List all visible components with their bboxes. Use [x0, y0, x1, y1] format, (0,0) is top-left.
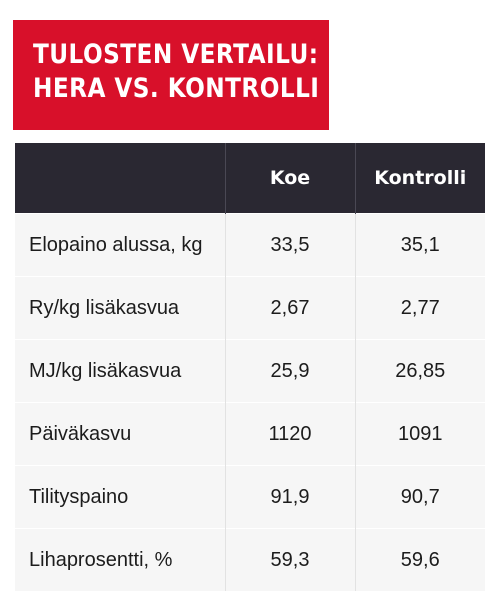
table-row: MJ/kg lisäkasvua 25,9 26,85: [15, 339, 485, 403]
table-row: Lihaprosentti, % 59,3 59,6: [15, 528, 485, 591]
kontrolli-value: 1091: [354, 402, 485, 466]
row-label: MJ/kg lisäkasvua: [15, 339, 225, 403]
koe-value: 33,5: [224, 213, 355, 277]
header-cell-kontrolli: Kontrolli: [354, 143, 485, 214]
table-row: Tilityspaino 91,9 90,7: [15, 465, 485, 529]
kontrolli-value: 35,1: [354, 213, 485, 277]
results-table: Koe Kontrolli Elopaino alussa, kg 33,5 3…: [15, 143, 485, 591]
header-cell-koe: Koe: [224, 143, 355, 214]
row-label: Lihaprosentti, %: [15, 528, 225, 591]
row-label: Elopaino alussa, kg: [15, 213, 225, 277]
title-line-1: TULOSTEN VERTAILU:: [33, 39, 319, 70]
table-row: Päiväkasvu 1120 1091: [15, 402, 485, 466]
header-cell-label: [15, 143, 225, 214]
table-row: Ry/kg lisäkasvua 2,67 2,77: [15, 276, 485, 340]
title-line-2: HERA VS. KONTROLLI: [33, 73, 320, 104]
table-row: Elopaino alussa, kg 33,5 35,1: [15, 213, 485, 277]
kontrolli-value: 2,77: [354, 276, 485, 340]
table-header-row: Koe Kontrolli: [15, 143, 485, 214]
koe-value: 59,3: [224, 528, 355, 591]
koe-value: 2,67: [224, 276, 355, 340]
title-banner: TULOSTEN VERTAILU: HERA VS. KONTROLLI: [13, 20, 329, 130]
koe-value: 25,9: [224, 339, 355, 403]
row-label: Tilityspaino: [15, 465, 225, 529]
kontrolli-value: 59,6: [354, 528, 485, 591]
koe-value: 1120: [224, 402, 355, 466]
kontrolli-value: 90,7: [354, 465, 485, 529]
koe-value: 91,9: [224, 465, 355, 529]
kontrolli-value: 26,85: [354, 339, 485, 403]
row-label: Ry/kg lisäkasvua: [15, 276, 225, 340]
row-label: Päiväkasvu: [15, 402, 225, 466]
